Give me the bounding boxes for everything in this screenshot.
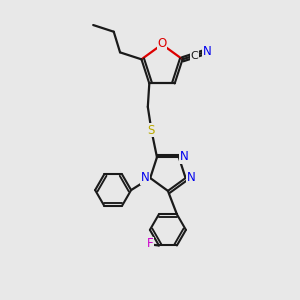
Text: N: N bbox=[180, 150, 189, 163]
Text: O: O bbox=[158, 37, 166, 50]
Text: N: N bbox=[202, 45, 211, 58]
Text: N: N bbox=[140, 171, 149, 184]
Text: N: N bbox=[187, 171, 195, 184]
Text: C: C bbox=[191, 51, 198, 61]
Text: F: F bbox=[147, 238, 154, 250]
Text: S: S bbox=[148, 124, 155, 137]
